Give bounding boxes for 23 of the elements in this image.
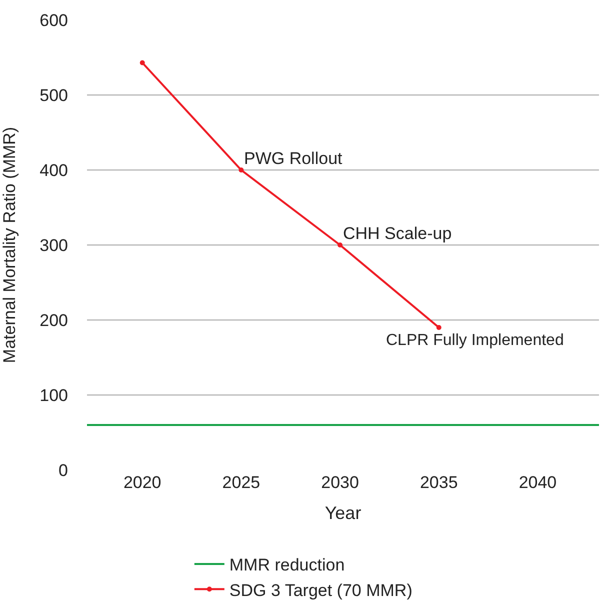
point: [238, 168, 244, 172]
legend-label: MMR reduction: [229, 556, 345, 575]
annotation: PWG Rollout: [244, 149, 343, 168]
x-tick-label: 2035: [420, 473, 458, 492]
y-tick-label: 100: [40, 386, 68, 405]
annotation: CHH Scale-up: [343, 224, 452, 243]
y-tick-label: 0: [58, 460, 68, 480]
y-tick-label: 400: [40, 160, 68, 180]
y-tick-label: 300: [40, 236, 68, 255]
x-tick-label: 2040: [518, 473, 557, 492]
x-tick-label: 2025: [222, 473, 260, 492]
legend-label: SDG 3 Target (70 MMR): [229, 580, 412, 600]
y-axis-title: Maternal Mortality Ratio (MMR): [0, 126, 19, 364]
annotation: CLPR Fully Implemented: [386, 332, 564, 349]
y-tick-label: 500: [40, 86, 68, 105]
point: [140, 60, 145, 66]
x-tick-label: 2020: [123, 473, 162, 492]
point: [436, 325, 442, 330]
x-axis-title: Year: [324, 503, 362, 524]
x-tick-label: 2030: [321, 473, 359, 492]
y-tick-label: 600: [40, 10, 68, 30]
point: [338, 242, 343, 248]
y-tick-label: 200: [40, 310, 68, 330]
